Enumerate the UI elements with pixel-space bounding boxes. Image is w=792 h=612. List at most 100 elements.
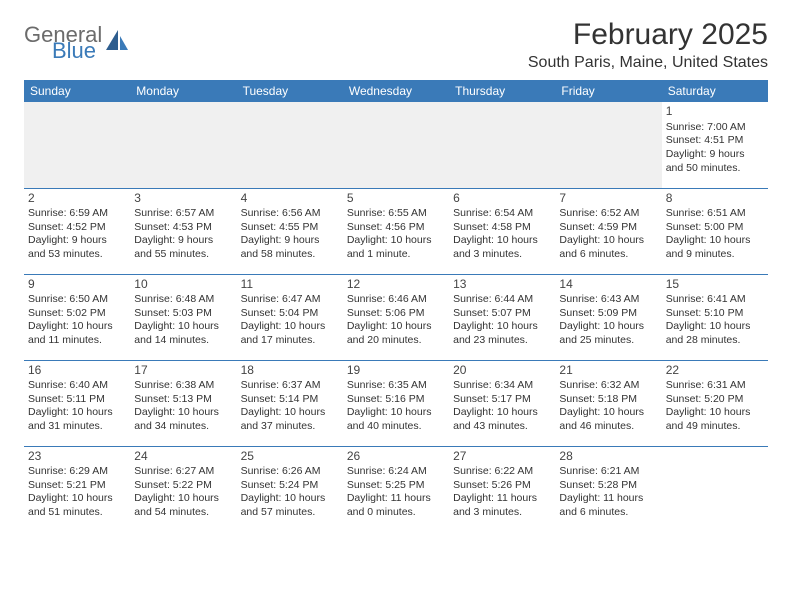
calendar-cell	[662, 446, 768, 532]
sunrise-line: Sunrise: 6:29 AM	[28, 465, 126, 479]
daylight-line: Daylight: 9 hours and 50 minutes.	[666, 148, 764, 175]
day-number: 17	[134, 363, 232, 379]
calendar-cell	[449, 102, 555, 188]
title-block: February 2025 South Paris, Maine, United…	[528, 18, 768, 72]
calendar-cell: 23Sunrise: 6:29 AMSunset: 5:21 PMDayligh…	[24, 446, 130, 532]
sunset-line: Sunset: 4:53 PM	[134, 221, 232, 235]
calendar-body: 1Sunrise: 7:00 AMSunset: 4:51 PMDaylight…	[24, 102, 768, 532]
sunrise-line: Sunrise: 6:26 AM	[241, 465, 339, 479]
weekday-header: Tuesday	[237, 80, 343, 102]
sunset-line: Sunset: 5:00 PM	[666, 221, 764, 235]
daylight-line: Daylight: 10 hours and 37 minutes.	[241, 406, 339, 433]
calendar-cell: 21Sunrise: 6:32 AMSunset: 5:18 PMDayligh…	[555, 360, 661, 446]
sunrise-line: Sunrise: 6:44 AM	[453, 293, 551, 307]
daylight-line: Daylight: 10 hours and 14 minutes.	[134, 320, 232, 347]
sunset-line: Sunset: 5:26 PM	[453, 479, 551, 493]
daylight-line: Daylight: 10 hours and 57 minutes.	[241, 492, 339, 519]
logo-text-blue: Blue	[52, 40, 102, 62]
sunrise-line: Sunrise: 6:32 AM	[559, 379, 657, 393]
weekday-header: Thursday	[449, 80, 555, 102]
sunrise-line: Sunrise: 6:57 AM	[134, 207, 232, 221]
calendar-cell	[24, 102, 130, 188]
sunrise-line: Sunrise: 6:31 AM	[666, 379, 764, 393]
daylight-line: Daylight: 10 hours and 49 minutes.	[666, 406, 764, 433]
sunset-line: Sunset: 5:24 PM	[241, 479, 339, 493]
day-number: 10	[134, 277, 232, 293]
month-title: February 2025	[528, 18, 768, 52]
calendar-cell: 13Sunrise: 6:44 AMSunset: 5:07 PMDayligh…	[449, 274, 555, 360]
calendar-cell: 17Sunrise: 6:38 AMSunset: 5:13 PMDayligh…	[130, 360, 236, 446]
daylight-line: Daylight: 10 hours and 25 minutes.	[559, 320, 657, 347]
sunset-line: Sunset: 5:21 PM	[28, 479, 126, 493]
sunset-line: Sunset: 4:51 PM	[666, 134, 764, 148]
day-number: 5	[347, 191, 445, 207]
sunrise-line: Sunrise: 6:35 AM	[347, 379, 445, 393]
sunrise-line: Sunrise: 6:34 AM	[453, 379, 551, 393]
day-number: 1	[666, 104, 764, 120]
daylight-line: Daylight: 10 hours and 9 minutes.	[666, 234, 764, 261]
sunset-line: Sunset: 5:25 PM	[347, 479, 445, 493]
daylight-line: Daylight: 10 hours and 11 minutes.	[28, 320, 126, 347]
calendar-cell: 8Sunrise: 6:51 AMSunset: 5:00 PMDaylight…	[662, 188, 768, 274]
calendar-cell: 26Sunrise: 6:24 AMSunset: 5:25 PMDayligh…	[343, 446, 449, 532]
calendar-cell: 3Sunrise: 6:57 AMSunset: 4:53 PMDaylight…	[130, 188, 236, 274]
weekday-header: Monday	[130, 80, 236, 102]
calendar-table: SundayMondayTuesdayWednesdayThursdayFrid…	[24, 80, 768, 532]
daylight-line: Daylight: 10 hours and 31 minutes.	[28, 406, 126, 433]
sunset-line: Sunset: 5:18 PM	[559, 393, 657, 407]
day-number: 22	[666, 363, 764, 379]
sunrise-line: Sunrise: 6:59 AM	[28, 207, 126, 221]
calendar-cell: 11Sunrise: 6:47 AMSunset: 5:04 PMDayligh…	[237, 274, 343, 360]
daylight-line: Daylight: 11 hours and 3 minutes.	[453, 492, 551, 519]
sunrise-line: Sunrise: 6:47 AM	[241, 293, 339, 307]
day-number: 11	[241, 277, 339, 293]
day-number: 13	[453, 277, 551, 293]
sunrise-line: Sunrise: 6:22 AM	[453, 465, 551, 479]
day-number: 28	[559, 449, 657, 465]
sunrise-line: Sunrise: 6:37 AM	[241, 379, 339, 393]
calendar-cell: 25Sunrise: 6:26 AMSunset: 5:24 PMDayligh…	[237, 446, 343, 532]
daylight-line: Daylight: 10 hours and 20 minutes.	[347, 320, 445, 347]
calendar-cell: 9Sunrise: 6:50 AMSunset: 5:02 PMDaylight…	[24, 274, 130, 360]
calendar-cell: 24Sunrise: 6:27 AMSunset: 5:22 PMDayligh…	[130, 446, 236, 532]
sunset-line: Sunset: 5:22 PM	[134, 479, 232, 493]
calendar-cell: 14Sunrise: 6:43 AMSunset: 5:09 PMDayligh…	[555, 274, 661, 360]
calendar-row: 16Sunrise: 6:40 AMSunset: 5:11 PMDayligh…	[24, 360, 768, 446]
day-number: 8	[666, 191, 764, 207]
sunset-line: Sunset: 4:59 PM	[559, 221, 657, 235]
weekday-header: Friday	[555, 80, 661, 102]
sunset-line: Sunset: 5:20 PM	[666, 393, 764, 407]
calendar-cell: 18Sunrise: 6:37 AMSunset: 5:14 PMDayligh…	[237, 360, 343, 446]
day-number: 27	[453, 449, 551, 465]
day-number: 20	[453, 363, 551, 379]
day-number: 6	[453, 191, 551, 207]
sunrise-line: Sunrise: 6:48 AM	[134, 293, 232, 307]
sunset-line: Sunset: 5:11 PM	[28, 393, 126, 407]
daylight-line: Daylight: 10 hours and 51 minutes.	[28, 492, 126, 519]
daylight-line: Daylight: 10 hours and 3 minutes.	[453, 234, 551, 261]
calendar-row: 9Sunrise: 6:50 AMSunset: 5:02 PMDaylight…	[24, 274, 768, 360]
sunset-line: Sunset: 5:13 PM	[134, 393, 232, 407]
daylight-line: Daylight: 10 hours and 6 minutes.	[559, 234, 657, 261]
location: South Paris, Maine, United States	[528, 54, 768, 72]
sunrise-line: Sunrise: 6:52 AM	[559, 207, 657, 221]
logo: General Blue	[24, 24, 130, 62]
sunrise-line: Sunrise: 6:21 AM	[559, 465, 657, 479]
sunrise-line: Sunrise: 6:50 AM	[28, 293, 126, 307]
weekday-header: Wednesday	[343, 80, 449, 102]
sunrise-line: Sunrise: 6:56 AM	[241, 207, 339, 221]
weekday-header-row: SundayMondayTuesdayWednesdayThursdayFrid…	[24, 80, 768, 102]
day-number: 12	[347, 277, 445, 293]
calendar-cell: 4Sunrise: 6:56 AMSunset: 4:55 PMDaylight…	[237, 188, 343, 274]
sunrise-line: Sunrise: 6:46 AM	[347, 293, 445, 307]
day-number: 23	[28, 449, 126, 465]
daylight-line: Daylight: 11 hours and 0 minutes.	[347, 492, 445, 519]
sunset-line: Sunset: 5:28 PM	[559, 479, 657, 493]
calendar-cell: 12Sunrise: 6:46 AMSunset: 5:06 PMDayligh…	[343, 274, 449, 360]
sail-icon	[104, 28, 130, 59]
calendar-cell: 15Sunrise: 6:41 AMSunset: 5:10 PMDayligh…	[662, 274, 768, 360]
sunrise-line: Sunrise: 6:55 AM	[347, 207, 445, 221]
day-number: 25	[241, 449, 339, 465]
sunset-line: Sunset: 5:07 PM	[453, 307, 551, 321]
daylight-line: Daylight: 10 hours and 40 minutes.	[347, 406, 445, 433]
